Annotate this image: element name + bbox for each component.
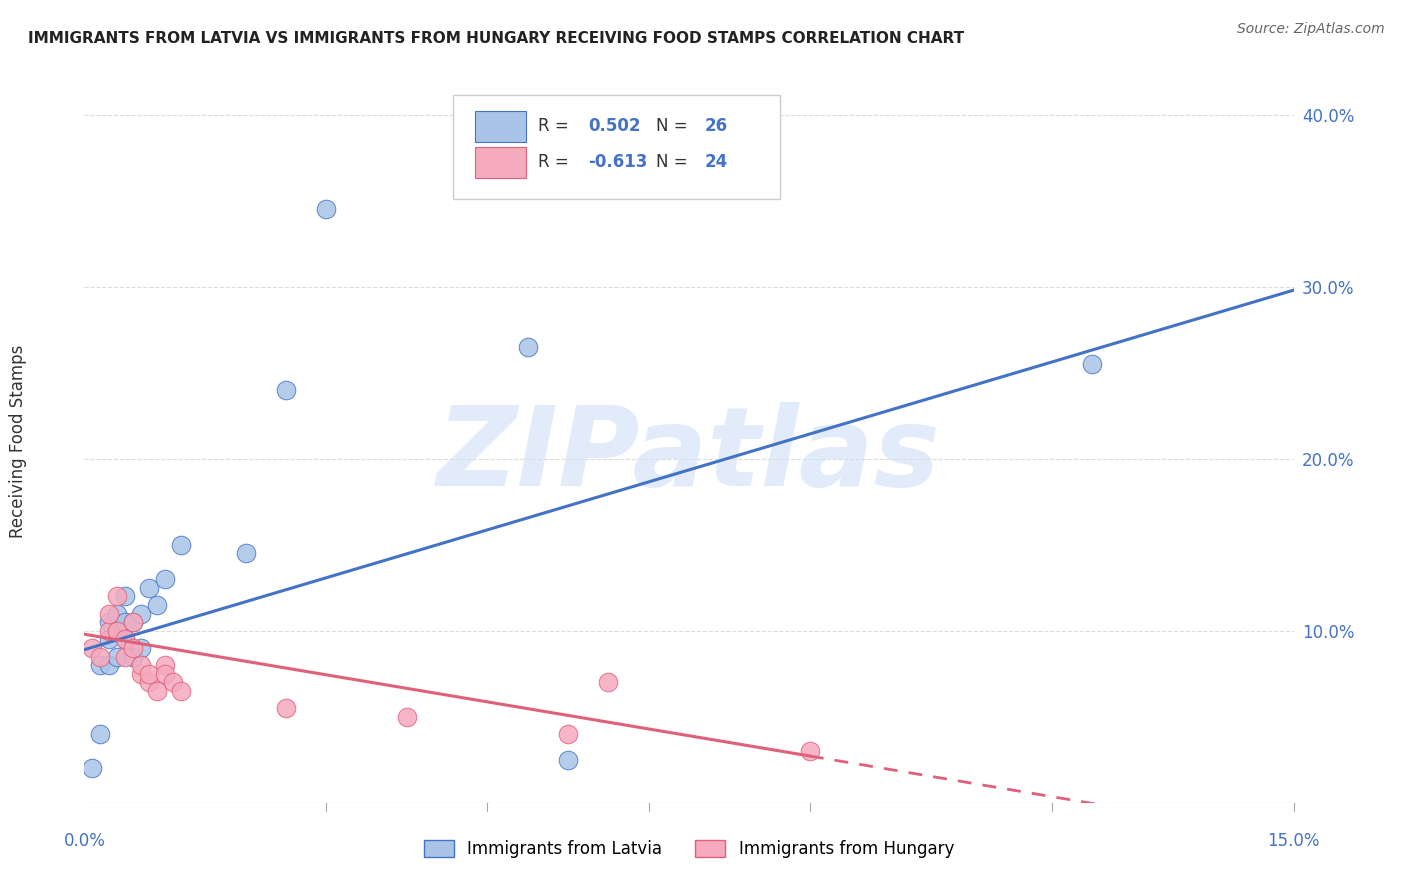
Legend: Immigrants from Latvia, Immigrants from Hungary: Immigrants from Latvia, Immigrants from …: [415, 832, 963, 867]
Text: 0.0%: 0.0%: [63, 831, 105, 850]
FancyBboxPatch shape: [475, 147, 526, 178]
Point: [235, 546, 257, 560]
Point: [121, 615, 143, 630]
Point: [162, 675, 184, 690]
Point: [799, 744, 821, 758]
Point: [129, 607, 152, 621]
Point: [598, 675, 620, 690]
Point: [129, 658, 152, 673]
Point: [121, 640, 143, 655]
Text: ZIPatlas: ZIPatlas: [437, 402, 941, 509]
Text: -0.613: -0.613: [589, 153, 648, 171]
Point: [315, 202, 337, 217]
Point: [114, 649, 136, 664]
Point: [97, 624, 120, 638]
Point: [114, 590, 136, 604]
Point: [114, 615, 136, 630]
Point: [105, 607, 128, 621]
Point: [516, 340, 538, 354]
Point: [121, 615, 143, 630]
Point: [153, 658, 176, 673]
Point: [129, 666, 152, 681]
Text: R =: R =: [538, 153, 574, 171]
Point: [170, 684, 193, 698]
Point: [89, 649, 111, 664]
Point: [82, 761, 104, 775]
Text: R =: R =: [538, 117, 574, 135]
Point: [89, 658, 111, 673]
Point: [97, 607, 120, 621]
Point: [121, 649, 143, 664]
Point: [105, 649, 128, 664]
FancyBboxPatch shape: [475, 112, 526, 142]
Point: [170, 538, 193, 552]
Point: [89, 727, 111, 741]
Text: Receiving Food Stamps: Receiving Food Stamps: [8, 345, 27, 538]
Point: [557, 727, 579, 741]
FancyBboxPatch shape: [453, 95, 780, 200]
Point: [105, 624, 128, 638]
Point: [105, 590, 128, 604]
Point: [105, 624, 128, 638]
Point: [82, 640, 104, 655]
Point: [114, 632, 136, 647]
Text: 24: 24: [704, 153, 728, 171]
Point: [153, 666, 176, 681]
Point: [114, 632, 136, 647]
Point: [153, 572, 176, 586]
Point: [274, 701, 297, 715]
Point: [146, 684, 169, 698]
Point: [395, 710, 418, 724]
Point: [97, 615, 120, 630]
Text: 26: 26: [704, 117, 728, 135]
Point: [1081, 357, 1104, 371]
Text: 0.502: 0.502: [589, 117, 641, 135]
Text: N =: N =: [657, 117, 693, 135]
Point: [138, 666, 160, 681]
Text: Source: ZipAtlas.com: Source: ZipAtlas.com: [1237, 22, 1385, 37]
Point: [129, 640, 152, 655]
Point: [138, 675, 160, 690]
Point: [146, 598, 169, 612]
Point: [138, 581, 160, 595]
Point: [97, 658, 120, 673]
Point: [97, 632, 120, 647]
Point: [557, 753, 579, 767]
Text: IMMIGRANTS FROM LATVIA VS IMMIGRANTS FROM HUNGARY RECEIVING FOOD STAMPS CORRELAT: IMMIGRANTS FROM LATVIA VS IMMIGRANTS FRO…: [28, 31, 965, 46]
Text: N =: N =: [657, 153, 693, 171]
Text: 15.0%: 15.0%: [1267, 831, 1320, 850]
Point: [274, 383, 297, 397]
